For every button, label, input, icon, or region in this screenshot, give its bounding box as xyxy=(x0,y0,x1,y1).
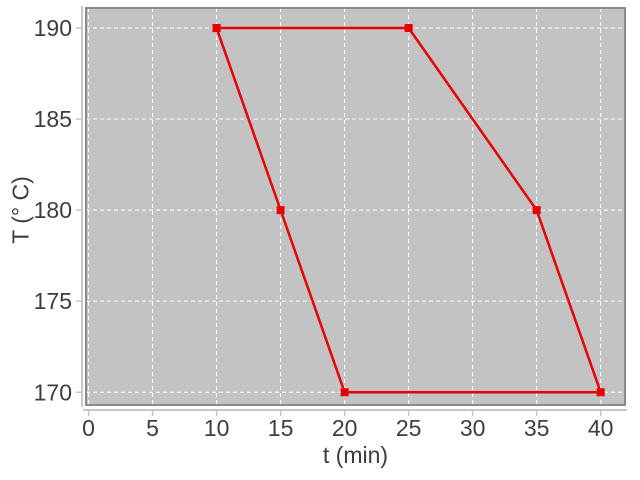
data-point-marker xyxy=(404,24,413,33)
plot-background xyxy=(86,8,625,405)
data-point-marker xyxy=(340,388,349,397)
y-tick-label: 185 xyxy=(34,106,72,132)
x-tick-label: 0 xyxy=(82,415,95,441)
data-point-marker xyxy=(276,206,285,215)
x-tick-label: 35 xyxy=(524,415,550,441)
y-axis-title: T (° C) xyxy=(7,176,34,244)
x-tick-label: 15 xyxy=(268,415,294,441)
x-axis-title: t (min) xyxy=(322,442,389,468)
x-tick-label: 20 xyxy=(332,415,358,441)
x-tick-label: 25 xyxy=(396,415,422,441)
data-point-marker xyxy=(532,206,541,215)
data-point-marker xyxy=(212,24,221,33)
plot-frame xyxy=(85,7,626,406)
y-tick-label: 180 xyxy=(34,197,72,223)
y-tick-label: 170 xyxy=(34,379,72,405)
x-tick-label: 30 xyxy=(460,415,486,441)
y-tick-label: 175 xyxy=(34,288,72,314)
data-point-marker xyxy=(596,388,605,397)
x-tick-label: 40 xyxy=(588,415,614,441)
y-tick-label: 190 xyxy=(34,15,72,41)
x-tick-label: 10 xyxy=(204,415,230,441)
x-tick-label: 5 xyxy=(146,415,159,441)
